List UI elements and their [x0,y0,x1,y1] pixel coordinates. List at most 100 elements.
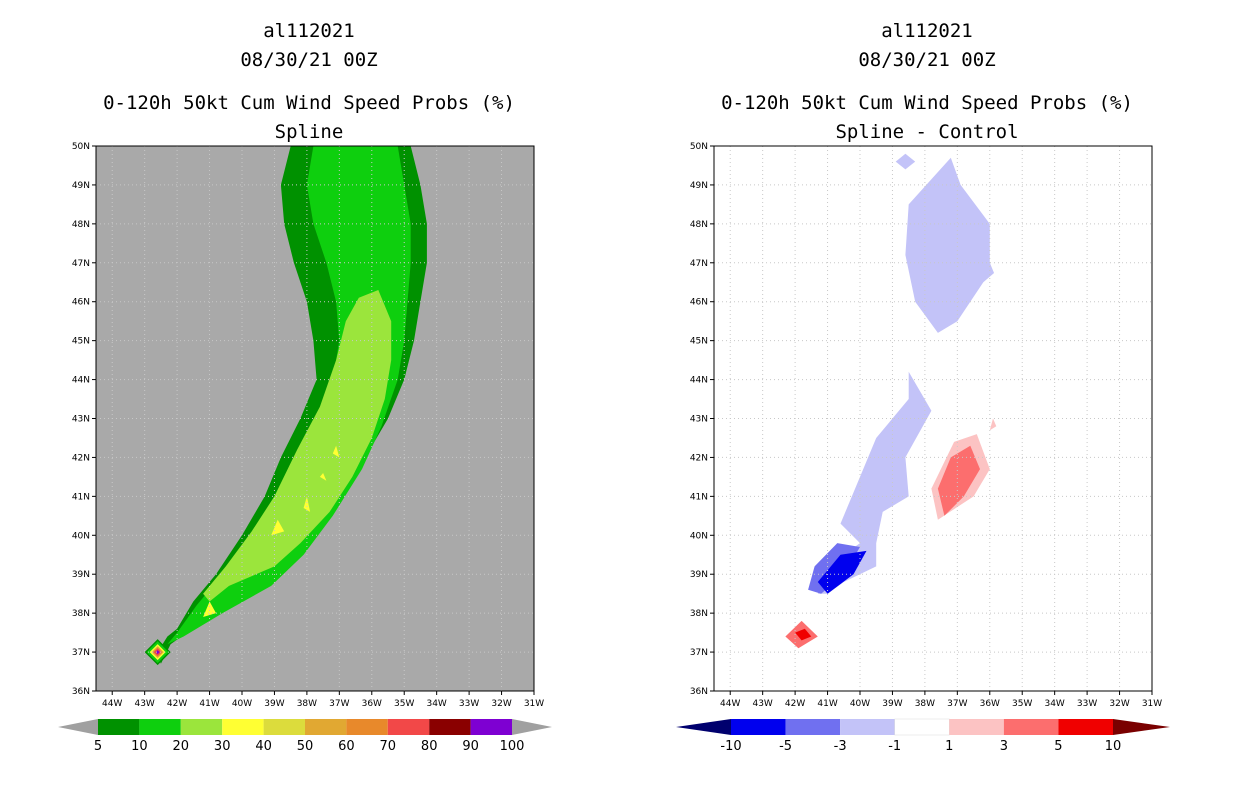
left-legend-label-70: 70 [380,739,397,754]
right-y-tick-label-1: 37N [690,648,708,658]
right-legend-label-2: -3 [834,739,847,754]
right-y-tick-label-0: 36N [690,687,708,697]
right-contour-1-6 [853,593,893,621]
left-legend-swatch-10 [139,719,181,735]
left-x-tick-label-11: 33W [459,699,479,709]
left-y-tick-label-8: 44N [72,376,90,386]
right-y-tick-label-3: 39N [690,570,708,580]
right-y-tick-label-14: 50N [690,142,708,152]
right-x-tick-label-4: 40W [850,699,870,709]
right-legend-label-1: -5 [779,739,792,754]
left-legend-label-50: 50 [297,739,314,754]
left-legend-swatch-20 [180,719,223,735]
left-contour-30-3 [332,445,340,458]
right-legend-label-3: -1 [888,739,901,754]
left-y-tick-label-3: 39N [72,570,90,580]
right-y-tick-label-10: 46N [690,298,708,308]
left-contour-30-6 [271,519,285,536]
right-product-title: 0-120h 50kt Cum Wind Speed Probs (%) [721,92,1133,114]
left-x-tick-label-4: 40W [232,699,252,709]
left-contour-10-1 [167,146,411,645]
right-x-tick-label-11: 33W [1077,699,1097,709]
right-legend-label-5: 3 [1000,739,1008,754]
left-y-tick-label-9: 45N [72,337,90,347]
right-legend-arrow-left [676,719,731,735]
right-legend-swatch-4 [949,719,1004,735]
right-legend-swatch-6 [1058,719,1113,735]
left-x-tick-label-1: 43W [134,699,154,709]
right-legend-label-6: 5 [1054,739,1062,754]
left-x-tick-label-13: 31W [524,699,544,709]
left-x-tick-label-0: 44W [102,699,122,709]
left-legend-label-100: 100 [500,739,525,754]
right-variant-title: Spline - Control [835,121,1019,143]
left-contour-30-5 [303,496,311,512]
right-legend-label-4: 1 [945,739,953,754]
right-contour--1-0 [905,157,1023,333]
left-legend-label-60: 60 [338,739,355,754]
left-map-frame [95,145,535,692]
left-legend-swatch-40 [263,719,305,735]
left-legend-swatch-60 [346,719,388,735]
right-contour-3-12 [989,418,997,431]
left-legend-label-20: 20 [173,739,190,754]
left-legend-label-10: 10 [131,739,148,754]
left-contour-30-4 [319,473,327,481]
right-legend-swatch-2 [840,719,895,735]
right-map-frame [713,145,1153,692]
left-x-tick-label-7: 37W [329,699,349,709]
left-x-tick-label-8: 36W [362,699,382,709]
right-legend-label-7: 10 [1105,739,1122,754]
left-x-tick-label-10: 34W [426,699,446,709]
right-contour-5-9 [937,445,980,516]
right-storm-id: al112021 [881,20,973,42]
left-y-tick-label-2: 38N [72,609,90,619]
left-variant-title: Spline [274,121,344,143]
left-legend-label-80: 80 [421,739,438,754]
right-legend-swatch-1 [785,719,841,735]
right-y-tick-label-4: 40N [690,531,708,541]
left-legend-swatch-70 [387,719,430,735]
left-y-tick-label-4: 40N [72,531,90,541]
right-y-tick-label-12: 48N [690,220,708,230]
right-legend-swatch-5 [1003,719,1059,735]
left-legend-arrow-left [58,719,98,735]
left-y-tick-label-11: 47N [72,259,90,269]
left-y-tick-label-5: 41N [72,492,90,502]
right-x-tick-label-6: 38W [915,699,935,709]
left-x-tick-label-9: 35W [394,699,414,709]
right-datetime: 08/30/21 00Z [858,49,996,71]
left-datetime: 08/30/21 00Z [240,49,378,71]
left-legend-label-30: 30 [214,739,231,754]
right-x-tick-label-13: 31W [1142,699,1162,709]
right-y-tick-label-7: 43N [690,415,708,425]
left-y-tick-label-7: 43N [72,415,90,425]
left-y-tick-label-12: 48N [72,220,90,230]
left-y-tick-label-10: 46N [72,298,90,308]
right-x-tick-label-5: 39W [882,699,902,709]
right-contour-layer [778,153,1058,653]
left-legend-swatch-5 [98,719,140,735]
left-x-tick-label-6: 38W [297,699,317,709]
right-y-tick-label-5: 41N [690,492,708,502]
left-storm-id: al112021 [263,20,355,42]
right-contour--1-2 [817,371,932,594]
left-legend-swatch-90 [470,719,512,735]
right-y-tick-label-9: 45N [690,337,708,347]
left-legend-swatch-50 [305,719,347,735]
left-legend-arrow-right [512,719,552,735]
right-contour--5-4 [817,550,867,594]
right-x-tick-label-9: 35W [1012,699,1032,709]
left-y-tick-label-0: 36N [72,687,90,697]
right-x-tick-label-2: 42W [785,699,805,709]
right-y-tick-label-11: 47N [690,259,708,269]
right-x-tick-label-0: 44W [720,699,740,709]
right-x-tick-label-8: 36W [980,699,1000,709]
right-legend-swatch-0 [731,719,786,735]
left-y-tick-label-13: 49N [72,181,90,191]
left-x-tick-label-5: 39W [264,699,284,709]
left-y-tick-label-6: 42N [72,453,90,463]
right-x-tick-label-10: 34W [1044,699,1064,709]
right-x-tick-label-3: 41W [817,699,837,709]
left-legend-swatch-30 [222,719,264,735]
